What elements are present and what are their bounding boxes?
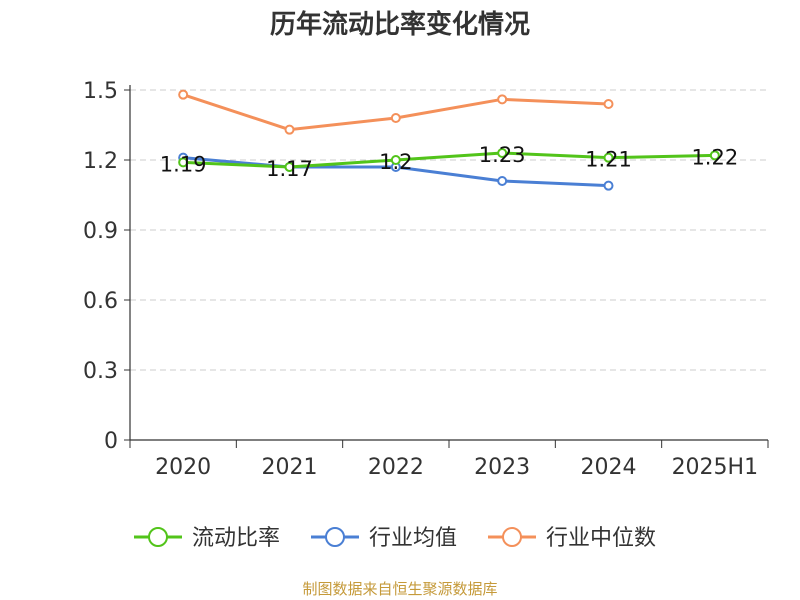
legend-label: 行业均值 [369, 526, 457, 551]
x-tick-label: 2022 [368, 455, 424, 480]
data-point-2 [390, 113, 401, 123]
legend-marker [325, 527, 345, 547]
legend-label: 流动比率 [192, 526, 280, 551]
data-point-0 [390, 155, 401, 165]
data-point-2 [178, 89, 189, 100]
data-point-0 [603, 152, 614, 163]
x-tick-label: 2023 [474, 455, 530, 480]
data-label: 1.2 [379, 150, 412, 174]
legend-marker [502, 527, 522, 547]
source-footer: 制图数据来自恒生聚源数据库 [302, 580, 498, 598]
y-tick-label: 0.3 [83, 359, 118, 384]
chart-title: 历年流动比率变化情况 [269, 10, 530, 40]
x-tick-label: 2024 [581, 455, 637, 480]
y-tick-label: 1.2 [83, 149, 118, 174]
data-point-0 [497, 148, 508, 158]
x-tick-label: 2021 [262, 455, 318, 480]
data-point-1 [603, 180, 614, 191]
data-label: 1.21 [585, 148, 632, 172]
data-point-1 [497, 176, 508, 186]
data-point-2 [284, 124, 295, 135]
series-line-2 [182, 93, 609, 132]
data-point-0 [178, 157, 189, 168]
data-label: 1.23 [479, 143, 526, 167]
x-tick-label: 2025H1 [672, 455, 759, 480]
y-tick-label: 1.5 [83, 79, 118, 104]
data-point-0 [709, 150, 720, 161]
data-label: 1.17 [266, 157, 313, 181]
data-point-0 [284, 162, 295, 172]
y-tick-label: 0.9 [83, 219, 118, 244]
x-tick-label: 2020 [155, 455, 211, 480]
data-point-2 [497, 94, 508, 105]
data-point-2 [603, 99, 614, 109]
legend-label: 行业中位数 [546, 526, 656, 551]
series-line-0 [183, 151, 715, 169]
data-label: 1.22 [691, 145, 738, 169]
y-tick-label: 0 [104, 429, 118, 454]
y-tick-label: 0.6 [83, 289, 118, 314]
legend-marker [148, 527, 168, 547]
data-label: 1.19 [160, 152, 207, 176]
